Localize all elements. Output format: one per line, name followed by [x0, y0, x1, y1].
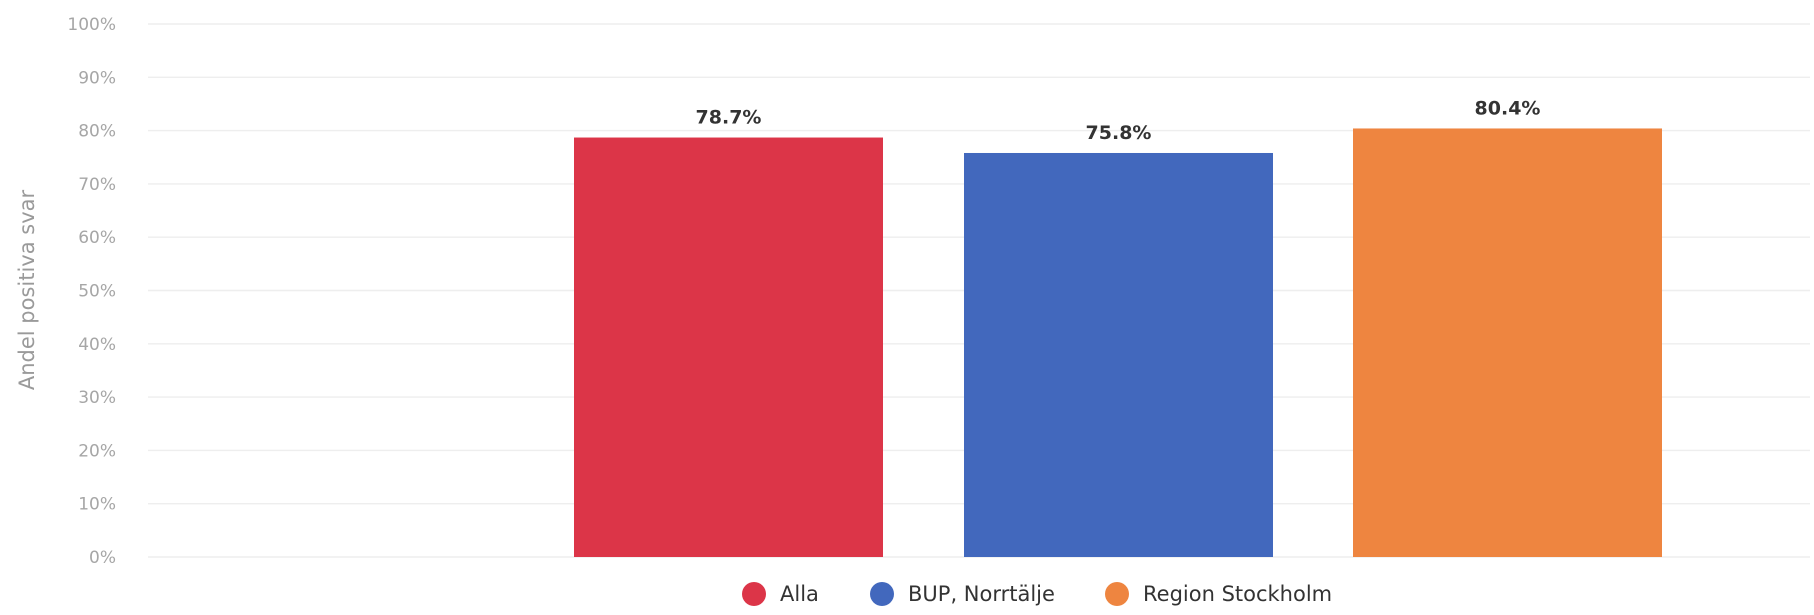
y-tick-label: 90% [78, 68, 116, 88]
bars [574, 128, 1662, 558]
y-tick-label: 0% [89, 548, 116, 568]
data-labels: 78.7% 75.8% 80.4% [696, 97, 1541, 144]
y-tick-label: 20% [78, 441, 116, 461]
legend-item[interactable]: BUP, Norrtälje [870, 582, 1055, 606]
bar-bup-norrt-lje [964, 152, 1273, 557]
legend-marker-icon [870, 582, 894, 606]
y-axis-ticks: 0% 10% 20% 30% 40% 50% 60% 70% 80% 90% 100% [67, 15, 116, 568]
legend-label: Alla [780, 582, 819, 606]
y-tick-label: 100% [67, 15, 116, 35]
legend-item[interactable]: Region Stockholm [1105, 582, 1332, 606]
y-axis-title: Andel positiva svar [15, 189, 39, 390]
data-label: 75.8% [1086, 122, 1152, 144]
y-tick-label: 10% [78, 495, 116, 515]
legend: Alla BUP, Norrtälje Region Stockholm [742, 582, 1332, 606]
legend-label: BUP, Norrtälje [908, 582, 1055, 606]
legend-marker-icon [742, 582, 766, 606]
data-label: 80.4% [1475, 97, 1541, 119]
legend-label: Region Stockholm [1143, 582, 1332, 606]
y-tick-label: 40% [78, 335, 116, 355]
legend-marker-icon [1105, 582, 1129, 606]
bar-alla [574, 137, 883, 558]
y-tick-label: 30% [78, 388, 116, 408]
y-tick-label: 80% [78, 122, 116, 142]
bar-region-stockholm [1353, 128, 1662, 557]
y-tick-label: 60% [78, 228, 116, 248]
legend-item[interactable]: Alla [742, 582, 819, 606]
y-tick-label: 50% [78, 282, 116, 302]
y-tick-label: 70% [78, 175, 116, 195]
data-label: 78.7% [696, 107, 762, 129]
